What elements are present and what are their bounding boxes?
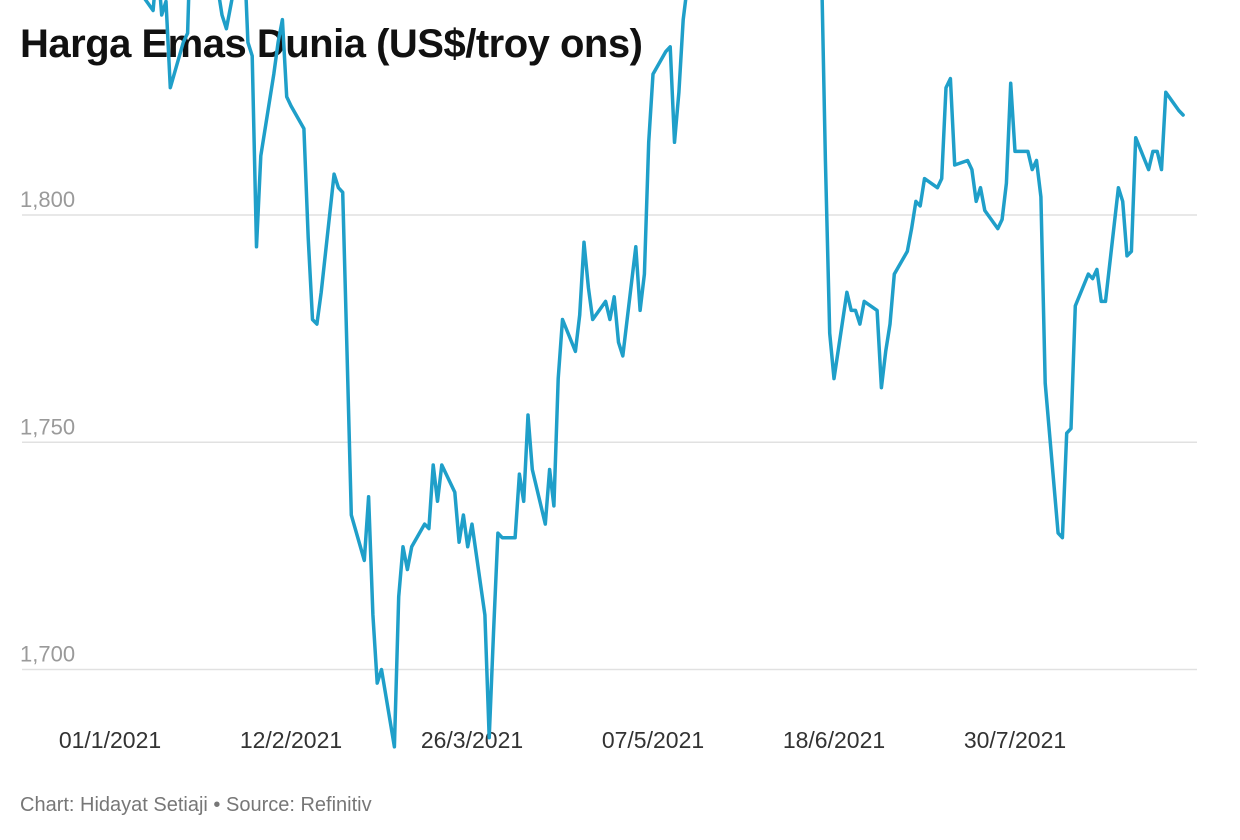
y-tick-label-1700: 1,700: [20, 642, 75, 667]
y-tick-label-1750: 1,750: [20, 414, 75, 439]
x-tick-label-2021-03-26: 26/3/2021: [421, 727, 523, 753]
x-tick-label-2021-07-30: 30/7/2021: [964, 727, 1066, 753]
series-line-0: [143, 0, 1185, 749]
x-tick-label-2021-01-01: 01/1/2021: [59, 727, 161, 753]
x-tick-label-2021-02-12: 12/2/2021: [240, 727, 342, 753]
chart-footer-credit: Chart: Hidayat Setiaji • Source: Refinit…: [20, 794, 372, 816]
y-gridlines: [22, 214, 1197, 671]
x-axis-tick-labels: 01/1/2021 12/2/2021 26/3/2021 07/5/2021 18/6…: [59, 727, 1066, 753]
x-tick-label-2021-06-18: 18/6/2021: [783, 727, 885, 753]
y-tick-label-1800: 1,800: [20, 187, 75, 212]
series-layer: [143, 0, 1185, 749]
chart-title: Harga Emas Dunia (US$/troy ons): [20, 22, 643, 66]
x-tick-label-2021-05-07: 07/5/2021: [602, 727, 704, 753]
